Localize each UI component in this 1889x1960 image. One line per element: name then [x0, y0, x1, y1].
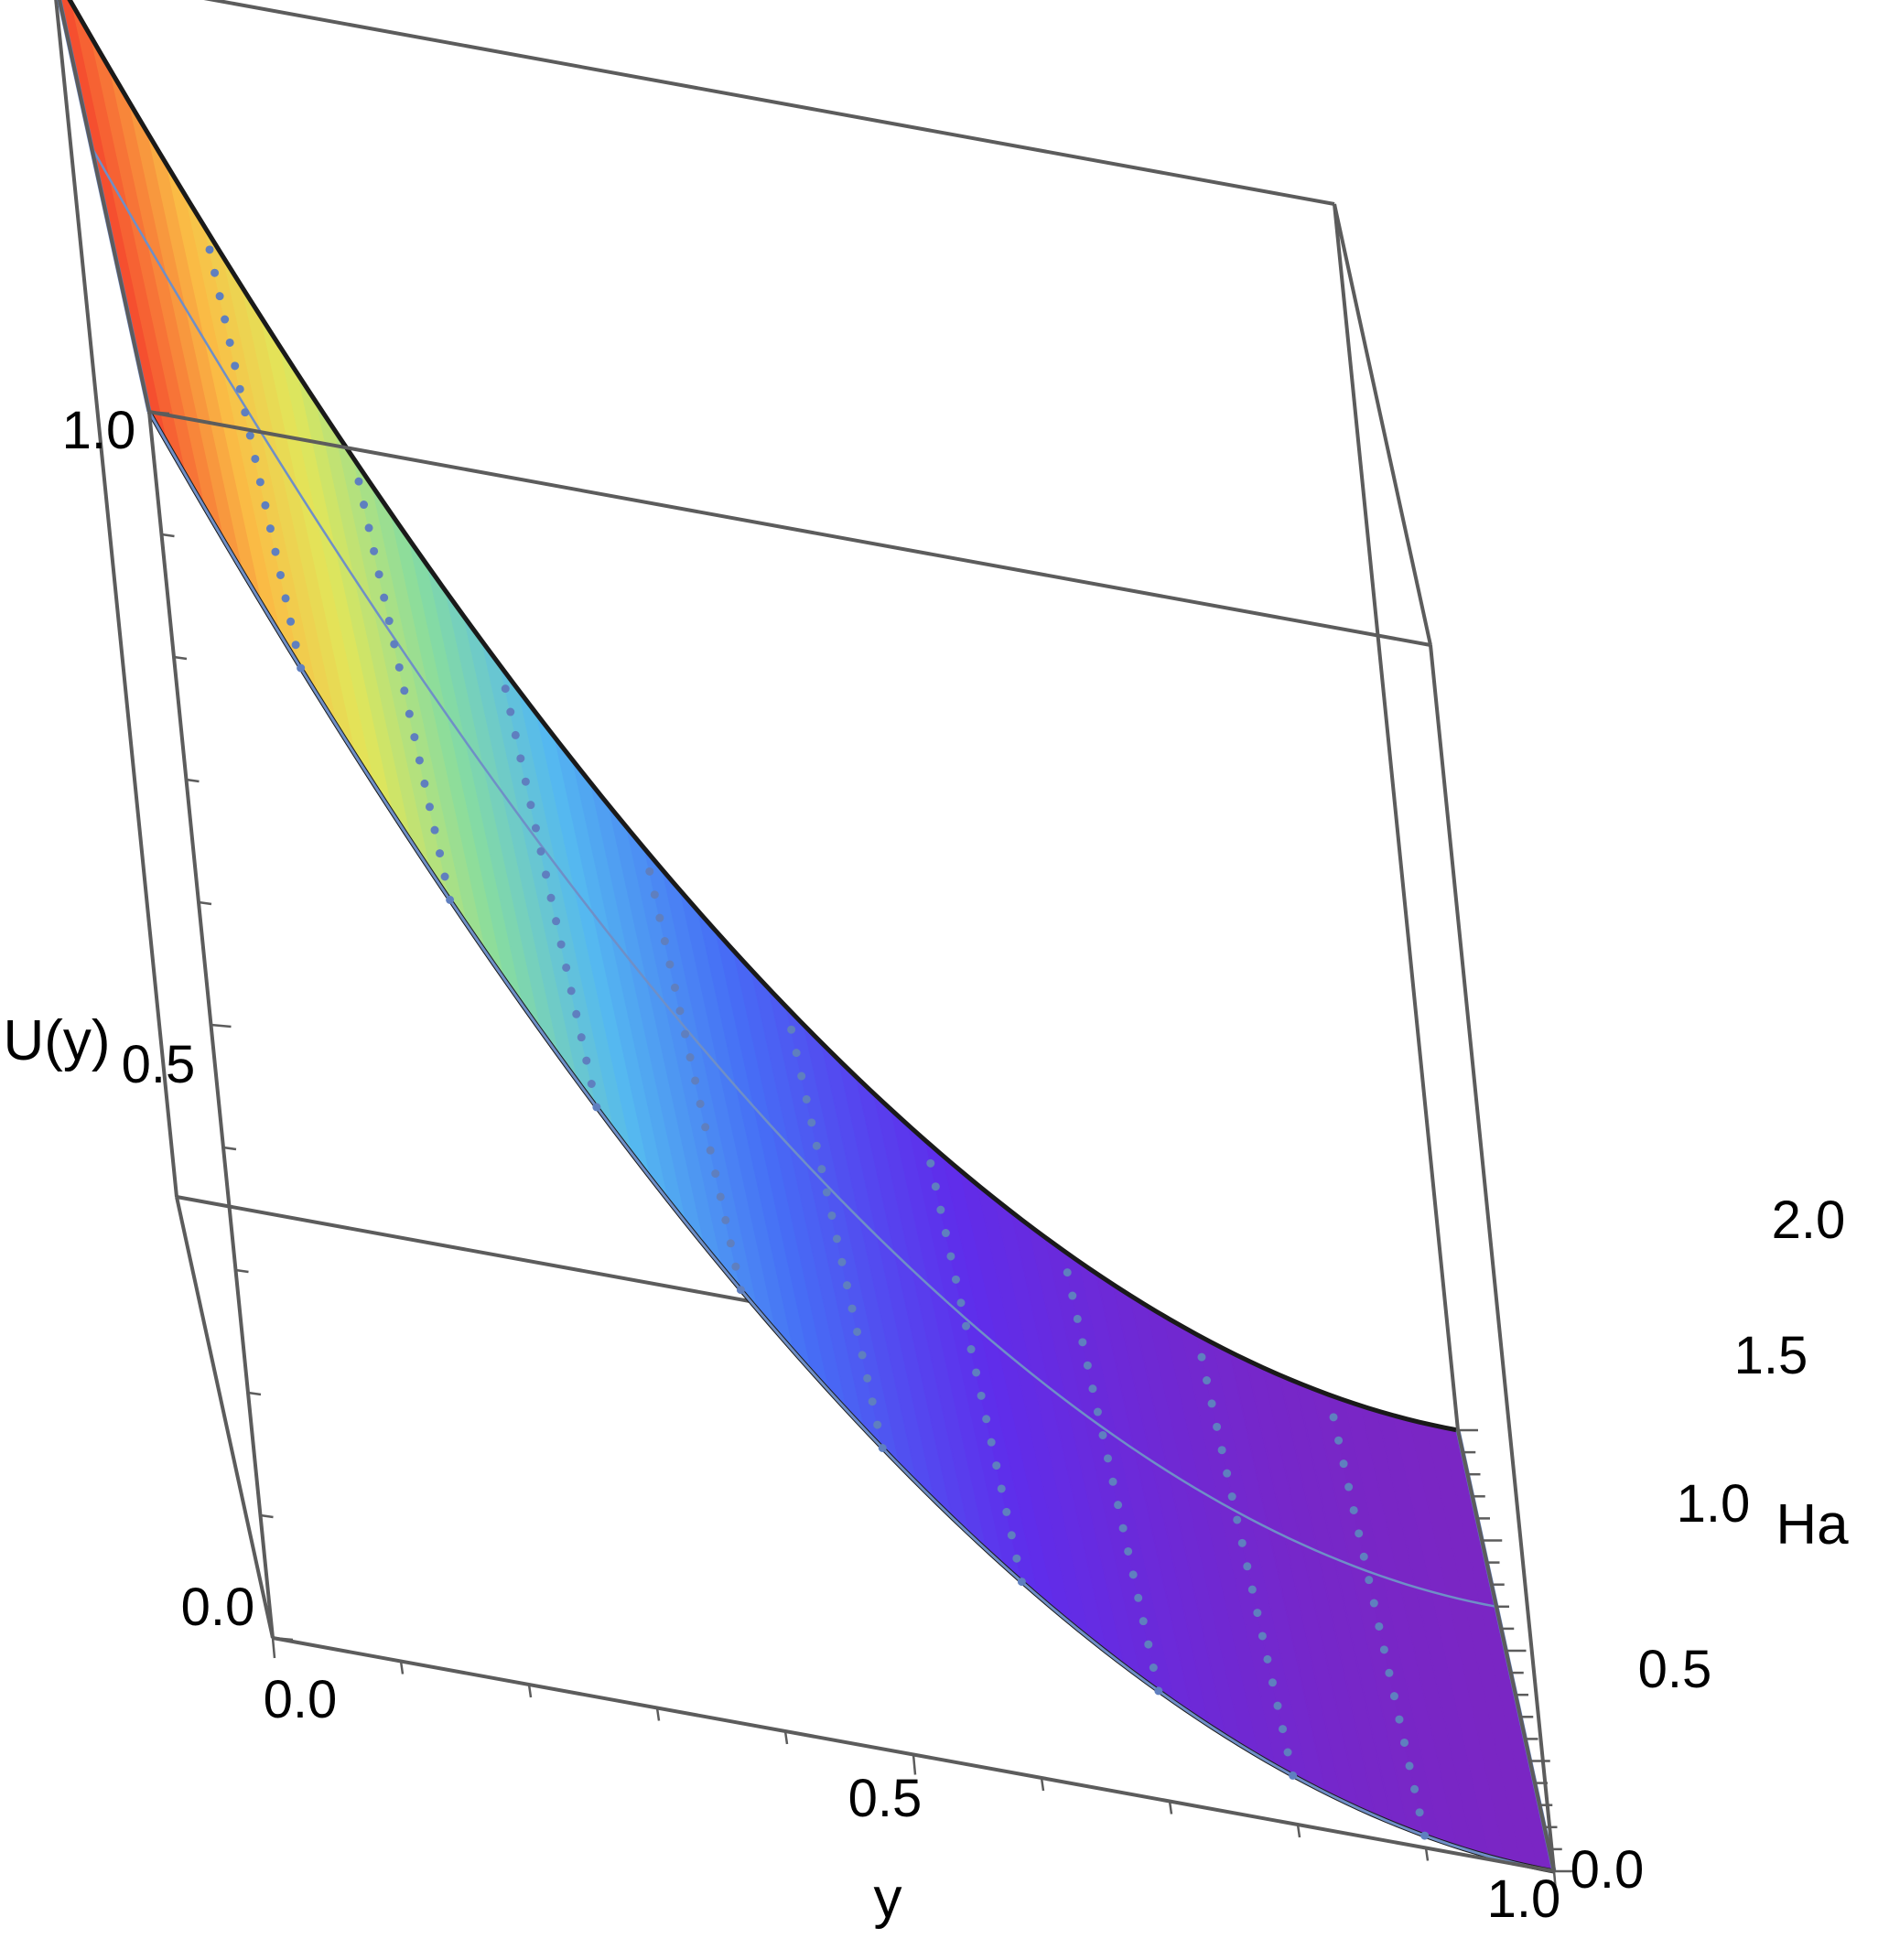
ha-tick-label: 1.0: [1677, 1474, 1751, 1534]
mesh-dotted-line: [200, 222, 306, 673]
ha-axis-label: Ha: [1776, 1493, 1849, 1556]
x-tick-mark: [271, 1637, 276, 1659]
x-axis-label: y: [874, 1867, 902, 1930]
box-edge: [203, 0, 1335, 206]
box-edge: [175, 1196, 275, 1639]
z-tick-mark: [247, 1391, 262, 1396]
x-tick-label: 0.0: [264, 1670, 338, 1729]
box-edge: [1333, 203, 1460, 1431]
z-tick-mark: [210, 1023, 232, 1028]
mesh-dotted-line: [782, 1003, 887, 1452]
box-edge: [57, 0, 151, 413]
z-tick-mark: [260, 1513, 274, 1519]
box-edge: [148, 410, 1431, 647]
z-tick-mark: [186, 778, 200, 783]
z-tick-mark: [235, 1268, 249, 1274]
mesh-dotted-line: [1058, 1245, 1163, 1696]
box-edge: [54, 0, 178, 1198]
bounding-box-front-edges: [57, 0, 1556, 1873]
z-tick-mark: [198, 900, 212, 906]
box-edge: [1429, 644, 1556, 1872]
x-tick-mark: [655, 1707, 661, 1721]
x-tick-mark: [1424, 1847, 1430, 1861]
z-axis-tick-labels: 0.0 0.5 1.0: [62, 401, 255, 1637]
x-tick-mark: [399, 1661, 405, 1675]
z-tick-mark: [222, 1146, 237, 1151]
z-tick-mark: [272, 1636, 294, 1642]
x-tick-label: 0.5: [848, 1769, 923, 1828]
z-tick-label: 1.0: [62, 401, 136, 460]
x-tick-mark: [1040, 1777, 1045, 1792]
surface: [59, 0, 1555, 1872]
x-tick-mark: [1168, 1801, 1173, 1815]
ha-tick-label: 2.0: [1772, 1190, 1846, 1250]
mesh-dotted-line: [1324, 1390, 1430, 1840]
mesh-dotted-line: [350, 454, 455, 904]
z-tick-label: 0.5: [122, 1035, 196, 1094]
x-tick-mark: [527, 1684, 533, 1698]
z-axis-label: U(y): [3, 1009, 110, 1072]
z-tick-label: 0.0: [181, 1578, 255, 1637]
x-tick-mark: [1296, 1824, 1301, 1838]
mesh-dotted-line: [496, 662, 601, 1112]
ha-tick-label: 0.0: [1571, 1840, 1645, 1900]
box-edge: [1333, 203, 1432, 646]
mesh-dotted-line: [640, 845, 745, 1295]
ha-tick-label: 0.5: [1638, 1640, 1712, 1699]
x-tick-mark: [912, 1754, 917, 1775]
z-tick-mark: [161, 533, 175, 538]
mesh-dotted-line: [1193, 1330, 1298, 1780]
x-tick-label: 1.0: [1487, 1869, 1561, 1929]
z-tick-mark: [173, 655, 188, 661]
surface-mid-curve: [90, 146, 1497, 1609]
axis-ticks: [148, 410, 1574, 1892]
x-tick-mark: [783, 1730, 789, 1745]
ha-tick-label: 1.5: [1734, 1326, 1808, 1385]
ha-axis-tick-labels: 0.0 0.5 1.0 1.5 2.0: [1571, 1190, 1846, 1900]
x-tick-mark: [1552, 1870, 1558, 1892]
z-tick-mark: [148, 410, 170, 415]
mesh-dotted-line: [921, 1136, 1026, 1587]
x-axis-tick-labels: 0.0 0.5 1.0: [264, 1670, 1561, 1929]
surface-back-boundary: [67, 0, 1459, 1433]
